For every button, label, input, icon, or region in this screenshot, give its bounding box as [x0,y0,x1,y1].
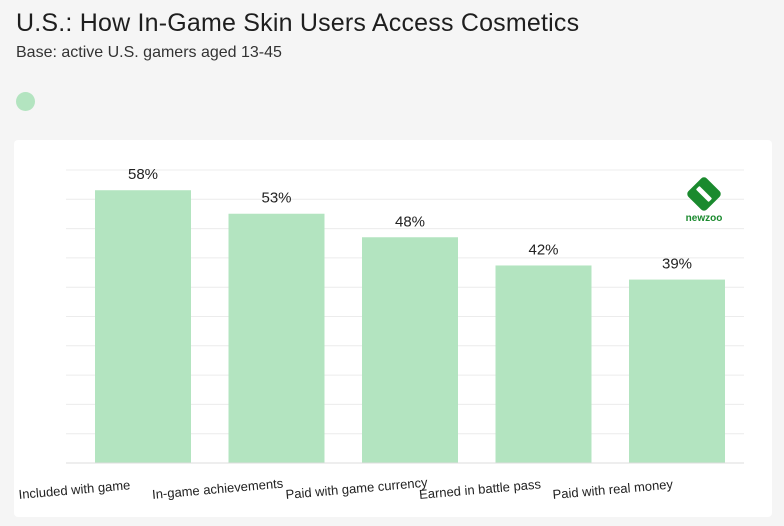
legend-swatch [16,92,35,111]
chart-title: U.S.: How In-Game Skin Users Access Cosm… [16,9,580,37]
logo-wordmark: newzoo [686,213,723,224]
bar-4 [629,279,725,463]
newzoo-logo: newzoo [682,174,726,224]
bar-0 [95,190,191,463]
bar-2 [362,237,458,463]
bar-chart: 58% Included with game 53% In-game achievem… [18,166,744,502]
data-label-4: 39% [662,256,692,273]
x-tick-label-2: Paid with game currency [285,475,429,502]
data-label-3: 42% [528,241,558,258]
x-tick-label-4: Paid with real money [552,476,674,502]
x-tick-label-3: Earned in battle pass [418,476,541,502]
data-label-0: 58% [128,166,158,183]
bar-1 [228,213,325,463]
x-tick-label-0: Included with game [18,477,131,502]
bar-3 [495,265,592,463]
x-tick-label-1: In-game achievements [151,476,284,502]
chart-panel: 58% Included with game 53% In-game achievem… [14,140,772,517]
chart-subtitle: Base: active U.S. gamers aged 13-45 [16,44,282,61]
data-label-1: 53% [261,190,291,207]
data-label-2: 48% [395,213,425,230]
